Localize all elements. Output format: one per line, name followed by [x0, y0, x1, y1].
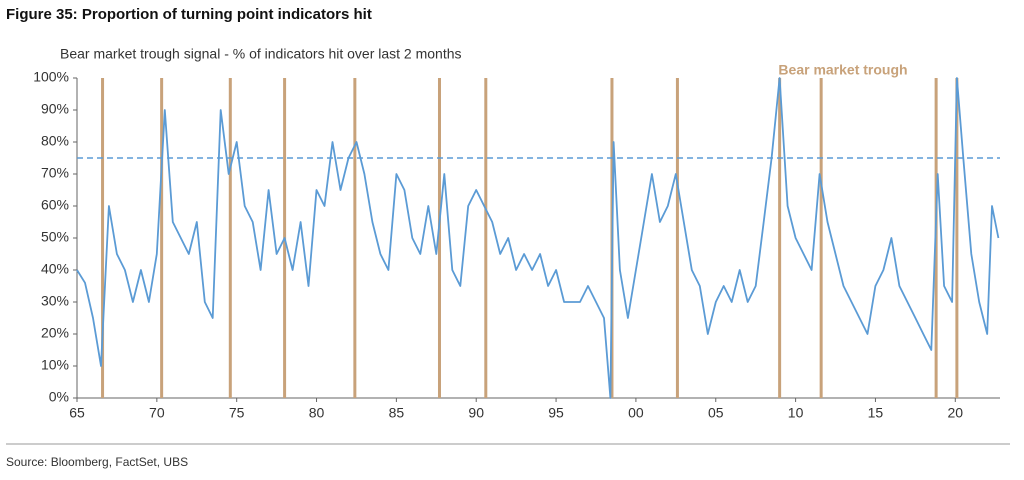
x-tick-label: 85: [389, 405, 405, 421]
y-tick-label: 60%: [41, 197, 69, 213]
y-tick-label: 50%: [41, 229, 69, 245]
x-tick-label: 65: [69, 405, 85, 421]
x-tick-label: 05: [708, 405, 724, 421]
x-tick-label: 75: [229, 405, 245, 421]
y-tick-label: 20%: [41, 325, 69, 341]
y-tick-label: 0%: [49, 389, 69, 405]
x-tick-label: 10: [788, 405, 804, 421]
y-tick-label: 30%: [41, 293, 69, 309]
chart-title: Figure 35: Proportion of turning point i…: [6, 6, 372, 23]
x-tick-label: 00: [628, 405, 644, 421]
x-tick-label: 20: [947, 405, 963, 421]
y-tick-label: 80%: [41, 133, 69, 149]
x-tick-label: 95: [548, 405, 564, 421]
x-tick-label: 80: [309, 405, 325, 421]
y-tick-label: 10%: [41, 357, 69, 373]
y-tick-label: 90%: [41, 101, 69, 117]
y-tick-label: 100%: [33, 69, 69, 85]
annotation: Bear market trough: [778, 62, 907, 78]
x-tick-label: 90: [468, 405, 484, 421]
data-line: [76, 77, 1000, 399]
y-tick-label: 70%: [41, 165, 69, 181]
x-tick-label: 15: [868, 405, 884, 421]
chart-subtitle: Bear market trough signal - % of indicat…: [60, 46, 462, 62]
y-tick-label: 40%: [41, 261, 69, 277]
source: Source: Bloomberg, FactSet, UBS: [6, 455, 188, 469]
x-tick-label: 70: [149, 405, 165, 421]
